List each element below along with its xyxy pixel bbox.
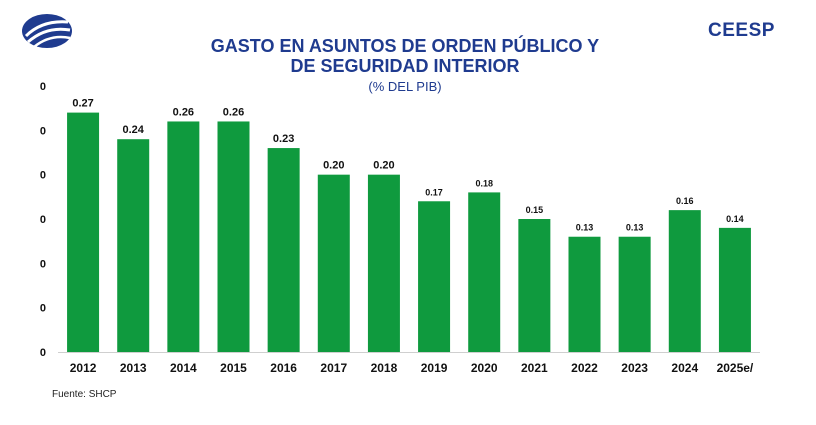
x-tick-label: 2017 <box>320 361 347 375</box>
bar-2023 <box>618 236 651 352</box>
y-tick-label: 0 <box>40 347 46 359</box>
data-label: 0.26 <box>223 106 244 118</box>
x-tick-label: 2012 <box>70 361 97 375</box>
data-label: 0.27 <box>72 98 93 110</box>
bar-2014 <box>167 121 200 352</box>
bar-2019 <box>418 201 451 352</box>
bar-2025e/ <box>718 227 751 352</box>
data-label: 0.26 <box>173 106 194 118</box>
y-tick-label: 0 <box>40 81 46 93</box>
source-note: Fuente: SHCP <box>52 389 117 400</box>
bar-2024 <box>668 210 701 352</box>
y-tick-label: 0 <box>40 258 46 270</box>
bar-2015 <box>217 121 250 352</box>
x-tick-label: 2025e/ <box>717 361 754 375</box>
bar-2013 <box>117 139 150 352</box>
x-tick-label: 2023 <box>621 361 648 375</box>
data-label: 0.15 <box>526 205 544 215</box>
data-label: 0.17 <box>425 187 443 197</box>
x-tick-label: 2015 <box>220 361 247 375</box>
data-label: 0.16 <box>676 196 694 206</box>
chart-subtitle: (% DEL PIB) <box>368 79 442 94</box>
bar-2018 <box>367 174 400 352</box>
data-label: 0.23 <box>273 133 294 145</box>
data-label: 0.18 <box>475 178 493 188</box>
x-tick-label: 2020 <box>471 361 498 375</box>
data-label: 0.20 <box>373 160 394 172</box>
data-label: 0.24 <box>123 124 145 136</box>
y-tick-label: 0 <box>40 170 46 182</box>
data-label: 0.13 <box>576 223 594 233</box>
x-tick-label: 2014 <box>170 361 197 375</box>
bar-2022 <box>568 236 601 352</box>
x-tick-label: 2022 <box>571 361 598 375</box>
bar-2021 <box>518 219 551 352</box>
x-tick-label: 2013 <box>120 361 147 375</box>
data-label: 0.14 <box>726 214 744 224</box>
bar-2012 <box>67 112 100 352</box>
brand-name: CEESP <box>708 20 775 41</box>
x-tick-label: 2019 <box>421 361 448 375</box>
y-tick-label: 0 <box>40 125 46 137</box>
chart-title-line2: DE SEGURIDAD INTERIOR <box>290 56 520 76</box>
y-tick-label: 0 <box>40 303 46 315</box>
bar-2020 <box>468 192 501 352</box>
ceesp-logo <box>22 14 72 48</box>
bar-2017 <box>317 174 350 352</box>
chart-title-line1: GASTO EN ASUNTOS DE ORDEN PÚBLICO Y <box>210 36 600 56</box>
x-tick-label: 2016 <box>270 361 297 375</box>
x-tick-label: 2021 <box>521 361 548 375</box>
bar-2016 <box>267 148 300 352</box>
data-label: 0.20 <box>323 160 344 172</box>
y-tick-label: 0 <box>40 214 46 226</box>
x-tick-label: 2018 <box>371 361 398 375</box>
data-label: 0.13 <box>626 223 644 233</box>
x-tick-label: 2024 <box>671 361 698 375</box>
